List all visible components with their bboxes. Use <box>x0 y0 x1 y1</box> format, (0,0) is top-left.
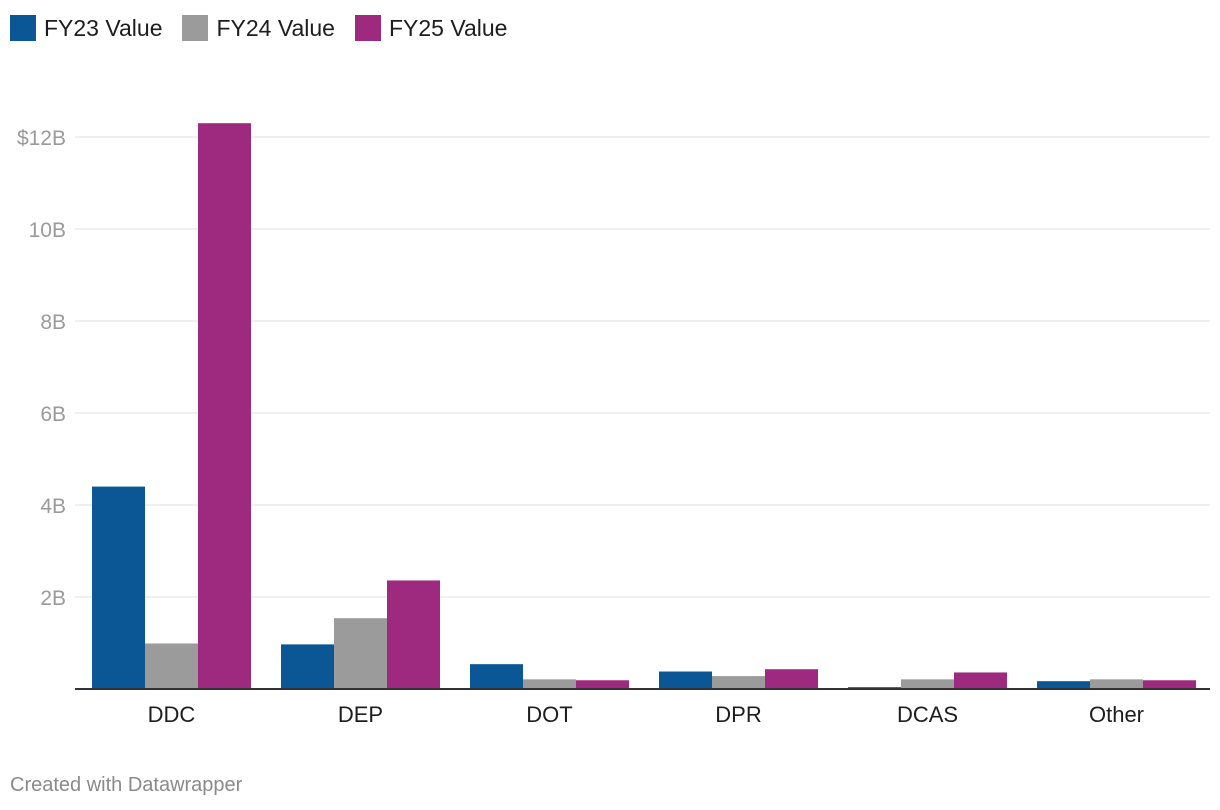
bar-ddc-fy25-value <box>198 123 251 689</box>
legend-swatch-fy23 <box>10 15 36 41</box>
x-tick-label: DCAS <box>897 702 958 727</box>
y-tick-label: 2B <box>40 587 66 610</box>
bar-dot-fy25-value <box>576 680 629 689</box>
legend-item-fy24: FY24 Value <box>182 14 335 42</box>
bar-other-fy23-value <box>1037 681 1090 689</box>
legend: FY23 Value FY24 Value FY25 Value <box>10 12 507 44</box>
x-tick-label: DDC <box>148 702 196 727</box>
legend-label-fy25: FY25 Value <box>388 14 508 41</box>
bar-dcas-fy24-value <box>901 679 954 689</box>
x-tick-label: Other <box>1089 702 1144 727</box>
legend-label-fy23: FY23 Value <box>44 14 163 41</box>
bar-dot-fy23-value <box>470 664 523 689</box>
bar-chart: 2B 4B 6B 8B 10B $12B DDC DEP DOT DPR DCAS Other <box>17 123 1210 727</box>
x-tick-label: DPR <box>715 702 761 727</box>
bar-dpr-fy24-value <box>712 676 765 689</box>
x-tick-label: DOT <box>526 702 572 727</box>
y-tick-label: $12B <box>17 127 66 150</box>
bar-dpr-fy23-value <box>659 671 712 689</box>
legend-label-fy24: FY24 Value <box>216 14 335 41</box>
bar-ddc-fy23-value <box>92 486 145 689</box>
bar-ddc-fy24-value <box>145 643 198 689</box>
bar-other-fy24-value <box>1090 679 1143 689</box>
legend-item-fy23: FY23 Value <box>10 15 162 42</box>
y-tick-label: 6B <box>40 403 66 426</box>
legend-item-fy25: FY25 Value <box>354 14 508 42</box>
bar-dep-fy24-value <box>334 618 387 689</box>
x-tick-label: DEP <box>338 702 383 727</box>
bar-dcas-fy25-value <box>954 672 1007 689</box>
bar-dot-fy24-value <box>523 679 576 689</box>
footer-credit: Created with Datawrapper <box>10 774 243 796</box>
legend-swatch-fy25 <box>354 15 381 41</box>
bar-dep-fy23-value <box>281 644 334 689</box>
y-tick-label: 10B <box>29 219 66 242</box>
y-tick-label: 4B <box>40 495 66 518</box>
y-tick-label: 8B <box>40 311 66 334</box>
bar-other-fy25-value <box>1143 680 1196 689</box>
bar-dep-fy25-value <box>387 580 440 689</box>
bar-dpr-fy25-value <box>765 669 818 689</box>
legend-swatch-fy24 <box>182 15 209 41</box>
